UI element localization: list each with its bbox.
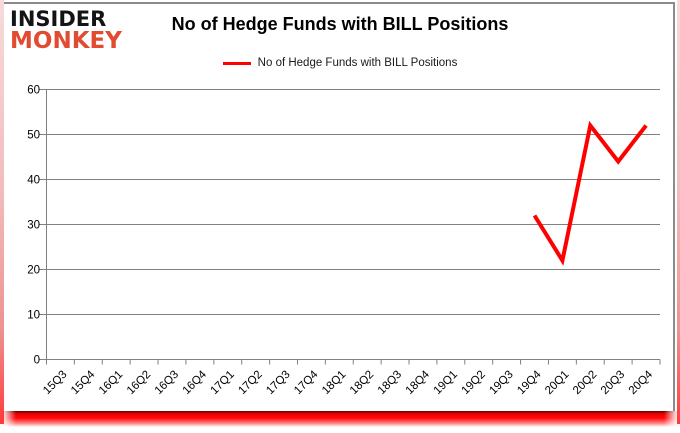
legend-label: No of Hedge Funds with BILL Positions: [257, 57, 458, 69]
svg-text:18Q2: 18Q2: [348, 369, 376, 397]
svg-text:30: 30: [27, 220, 40, 232]
svg-text:20: 20: [27, 265, 40, 277]
insider-monkey-logo: INSIDER MONKEY: [10, 7, 122, 54]
svg-text:17Q2: 17Q2: [236, 369, 264, 397]
frame-right-edge: [677, 0, 680, 424]
svg-text:18Q3: 18Q3: [376, 369, 404, 397]
svg-text:20Q2: 20Q2: [571, 369, 599, 397]
svg-text:20Q3: 20Q3: [599, 369, 627, 397]
svg-text:10: 10: [27, 310, 40, 322]
svg-text:19Q2: 19Q2: [459, 369, 487, 397]
frame-top-border: [3, 2, 675, 4]
svg-text:60: 60: [27, 85, 40, 97]
svg-text:18Q1: 18Q1: [320, 369, 348, 397]
svg-text:40: 40: [27, 175, 40, 187]
svg-text:17Q1: 17Q1: [208, 369, 236, 397]
svg-text:16Q4: 16Q4: [181, 368, 210, 397]
frame-right-border: [673, 2, 675, 411]
svg-text:19Q3: 19Q3: [487, 369, 515, 397]
chart-title: No of Hedge Funds with BILL Positions: [171, 14, 509, 34]
svg-text:17Q3: 17Q3: [264, 369, 292, 397]
svg-text:19Q4: 19Q4: [515, 368, 544, 397]
legend-line-swatch: [222, 61, 251, 65]
svg-text:20Q4: 20Q4: [627, 368, 656, 397]
svg-text:17Q4: 17Q4: [292, 368, 321, 397]
svg-text:0: 0: [34, 355, 40, 367]
logo-text-insider: INSIDER: [10, 7, 107, 31]
svg-text:18Q4: 18Q4: [404, 368, 433, 397]
svg-text:20Q1: 20Q1: [543, 369, 571, 397]
frame-bottom-edge: [2, 411, 678, 427]
svg-text:15Q4: 15Q4: [69, 368, 98, 397]
svg-text:16Q1: 16Q1: [97, 369, 125, 397]
chart-legend: No of Hedge Funds with BILL Positions: [0, 57, 680, 69]
frame-left-edge: [0, 0, 4, 424]
logo-text-monkey: MONKEY: [10, 27, 122, 54]
svg-text:15Q3: 15Q3: [41, 369, 69, 397]
svg-text:50: 50: [27, 130, 40, 142]
svg-text:19Q1: 19Q1: [432, 369, 460, 397]
svg-text:16Q3: 16Q3: [153, 369, 181, 397]
svg-text:16Q2: 16Q2: [125, 369, 153, 397]
